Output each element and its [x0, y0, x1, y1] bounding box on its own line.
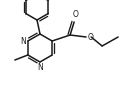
Text: O: O	[88, 33, 94, 41]
Text: N: N	[21, 37, 26, 45]
Text: O: O	[72, 10, 78, 19]
Text: N: N	[37, 64, 43, 72]
